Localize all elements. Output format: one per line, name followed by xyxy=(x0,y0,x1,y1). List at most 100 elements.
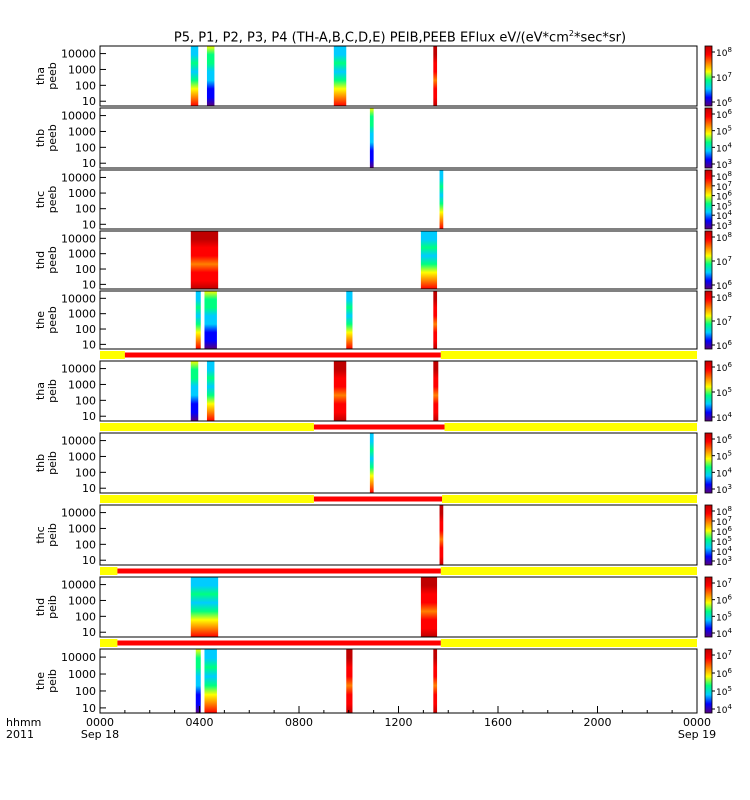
mode-bar-slow xyxy=(100,495,314,503)
panel-frame xyxy=(99,230,698,290)
spectrogram-band xyxy=(369,108,374,168)
colorbar-tick-label: 107 xyxy=(716,315,732,328)
x-tick-label: 2000 xyxy=(584,716,612,729)
spectrogram-band xyxy=(420,231,438,289)
x-tick-label: 1200 xyxy=(385,716,413,729)
y-tick-label: 10000 xyxy=(61,579,96,592)
y-tick-label: 1000 xyxy=(68,308,96,321)
mode-bar-slow xyxy=(100,639,118,647)
colorbar-tick-label: 106 xyxy=(716,594,732,607)
panel-probe-label: tha xyxy=(34,382,47,400)
x-tick-label: 0400 xyxy=(186,716,214,729)
spectrogram-band xyxy=(333,361,347,421)
panel-probe-label: thc xyxy=(34,526,47,543)
spectrogram-band xyxy=(206,361,215,421)
y-tick-label: 10 xyxy=(82,410,96,423)
mode-bar-slow xyxy=(100,351,125,359)
mode-bar-slow xyxy=(444,423,697,431)
panel-instrument-label: peeb xyxy=(46,306,59,334)
spectrogram-band xyxy=(433,649,438,713)
y-tick-label: 10 xyxy=(82,218,96,231)
spectrogram-band xyxy=(190,577,219,637)
panel-frame xyxy=(99,504,698,566)
mode-bar-slow xyxy=(440,567,697,575)
y-tick-label: 10 xyxy=(82,157,96,170)
y-tick-label: 10000 xyxy=(61,232,96,245)
y-tick-label: 10 xyxy=(82,702,96,715)
mode-bar-slow xyxy=(440,351,697,359)
panel-frame xyxy=(99,45,698,107)
colorbar-tick-label: 105 xyxy=(716,685,732,698)
panel-frame xyxy=(99,432,698,494)
panel-probe-label: the xyxy=(34,311,47,329)
spectrogram-band xyxy=(433,46,438,106)
y-tick-label: 10 xyxy=(82,482,96,495)
y-tick-label: 10000 xyxy=(61,292,96,305)
panel-instrument-label: peib xyxy=(46,523,59,547)
spectrogram-band xyxy=(333,46,347,106)
y-tick-label: 1000 xyxy=(68,594,96,607)
panel-frame xyxy=(99,648,698,714)
time-format-label: hhmm xyxy=(6,716,41,729)
panel-frame xyxy=(99,360,698,422)
y-tick-label: 100 xyxy=(75,685,96,698)
spectrogram-band xyxy=(433,361,439,421)
panel-frame xyxy=(99,107,698,169)
year-label: 2011 xyxy=(6,728,34,741)
y-tick-label: 100 xyxy=(75,263,96,276)
panel-instrument-label: peeb xyxy=(46,124,59,152)
spectrogram-band xyxy=(195,291,201,349)
colorbar-tick-label: 106 xyxy=(716,433,732,446)
y-tick-label: 10000 xyxy=(61,651,96,664)
panel-instrument-label: peeb xyxy=(46,246,59,274)
x-tick-label: 0000 xyxy=(683,716,711,729)
date-end-label: Sep 19 xyxy=(678,728,716,741)
panel-probe-label: thc xyxy=(34,191,47,208)
colorbar-tick-label: 105 xyxy=(716,610,732,623)
colorbar xyxy=(704,45,713,107)
spectrogram-band xyxy=(346,291,353,349)
mode-bar-slow xyxy=(100,423,314,431)
colorbar-tick-label: 104 xyxy=(716,466,732,479)
colorbar xyxy=(704,107,713,169)
mode-bar-fast xyxy=(313,424,445,430)
spectrogram-band xyxy=(190,361,199,421)
y-tick-label: 100 xyxy=(75,203,96,216)
chart-title-superscript: 2 xyxy=(568,29,574,38)
mode-bar-slow xyxy=(440,639,697,647)
colorbar xyxy=(704,360,713,422)
panel-frame xyxy=(99,169,698,230)
y-tick-label: 1000 xyxy=(68,450,96,463)
y-tick-label: 10000 xyxy=(61,48,96,61)
colorbar-tick-label: 104 xyxy=(716,627,732,640)
colorbar xyxy=(704,432,713,494)
panel-probe-label: thd xyxy=(34,251,47,269)
panel-probe-label: the xyxy=(34,672,47,690)
colorbar xyxy=(704,290,713,350)
y-tick-label: 100 xyxy=(75,538,96,551)
colorbar-tick-label: 107 xyxy=(716,255,732,268)
panel-instrument-label: peib xyxy=(46,451,59,475)
colorbar-tick-label: 106 xyxy=(716,339,732,352)
y-tick-label: 100 xyxy=(75,141,96,154)
mode-bar-fast xyxy=(124,352,441,358)
y-tick-label: 1000 xyxy=(68,187,96,200)
spectrogram-band xyxy=(206,46,215,106)
x-tick-label: 0000 xyxy=(86,716,114,729)
spectrogram-band xyxy=(204,649,217,713)
spectrogram-band xyxy=(195,649,201,713)
colorbar-tick-label: 107 xyxy=(716,71,732,84)
colorbar-tick-label: 107 xyxy=(716,649,732,662)
y-tick-label: 1000 xyxy=(68,63,96,76)
y-tick-label: 10 xyxy=(82,338,96,351)
spectrogram-band xyxy=(190,46,199,106)
panel-probe-label: thb xyxy=(34,454,47,472)
panel-frame xyxy=(99,290,698,350)
y-tick-label: 10000 xyxy=(61,363,96,376)
chart-title: P5, P1, P2, P3, P4 (TH-A,B,C,D,E) PEIB,P… xyxy=(100,26,700,46)
y-tick-label: 100 xyxy=(75,610,96,623)
y-tick-label: 1000 xyxy=(68,125,96,138)
y-tick-label: 10000 xyxy=(61,110,96,123)
spectrogram-band xyxy=(346,649,353,713)
